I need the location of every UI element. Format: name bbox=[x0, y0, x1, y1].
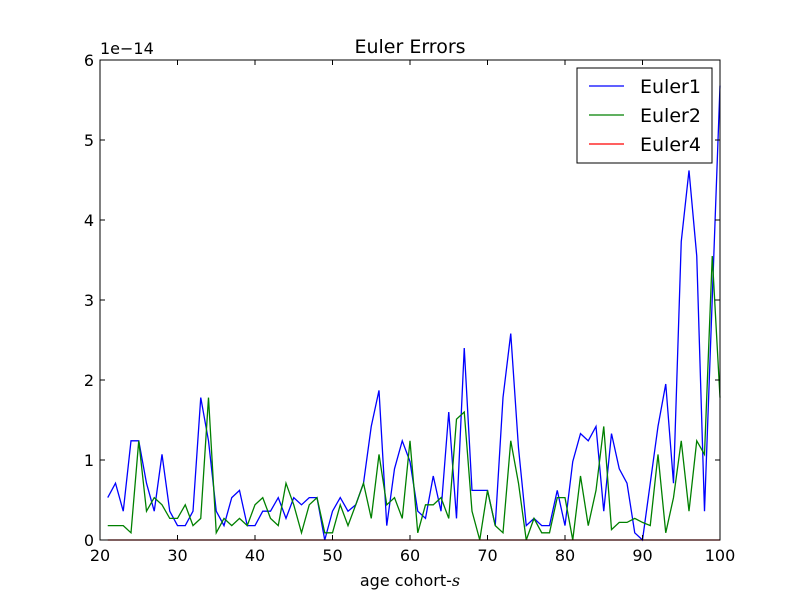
x-axis-label-variable: s bbox=[452, 571, 460, 590]
y-tick-label: 1 bbox=[84, 451, 94, 470]
x-tick-label: 30 bbox=[167, 546, 187, 565]
y-tick-label: 4 bbox=[84, 211, 94, 230]
legend-label-euler4: Euler4 bbox=[640, 134, 701, 156]
x-tick-label: 50 bbox=[322, 546, 342, 565]
x-axis-label: age cohort-s bbox=[360, 571, 460, 590]
y-tick-label: 0 bbox=[84, 531, 94, 550]
x-tick-label: 60 bbox=[400, 546, 420, 565]
x-tick-label: 40 bbox=[245, 546, 265, 565]
y-offset-label: 1e−14 bbox=[100, 39, 154, 58]
x-axis-label-text: age cohort- bbox=[360, 571, 452, 590]
chart-title: Euler Errors bbox=[354, 36, 465, 58]
y-tick-label: 2 bbox=[84, 371, 94, 390]
y-tick-label: 3 bbox=[84, 291, 94, 310]
y-tick-label: 6 bbox=[84, 51, 94, 70]
axis-ticks: 20 30 40 50 60 70 80 90 100 0 1 2 3 4 5 6 bbox=[84, 51, 735, 565]
series-line-euler2 bbox=[107, 255, 721, 541]
x-tick-label: 80 bbox=[555, 546, 575, 565]
x-tick-label: 20 bbox=[90, 546, 110, 565]
legend: Euler1 Euler2 Euler4 bbox=[576, 67, 713, 164]
x-tick-label: 90 bbox=[632, 546, 652, 565]
y-tick-label: 5 bbox=[84, 131, 94, 150]
x-tick-label: 70 bbox=[477, 546, 497, 565]
legend-label-euler1: Euler1 bbox=[640, 76, 701, 98]
x-tick-label: 100 bbox=[705, 546, 736, 565]
legend-label-euler2: Euler2 bbox=[640, 105, 701, 127]
